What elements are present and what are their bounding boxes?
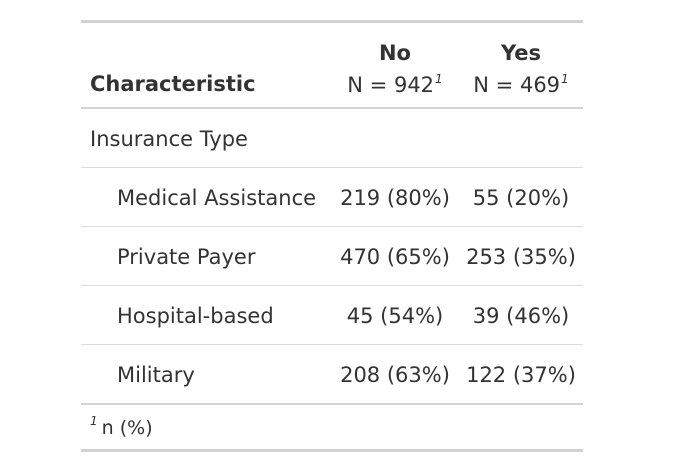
cell-yes: 39 (46%) [472,304,570,328]
column-header-no-level: No [378,41,411,65]
table-row: Medical Assistance 219 (80%) 55 (20%) [81,167,583,226]
column-header-yes-level: Yes [500,41,542,65]
footnote-marker: 1 [435,72,443,86]
row-label: Medical Assistance [117,186,317,210]
column-header-no-n: N = 9421 [335,69,455,101]
group-label: Insurance Type [90,127,248,151]
column-header-yes-n-text: N = 469 [473,73,561,97]
summary-table: Characteristic No N = 9421 Yes N = 4691 … [81,20,583,452]
column-header-yes-n: N = 4691 [461,69,581,101]
cell-no: 219 (80%) [340,186,450,210]
characteristic-header: Characteristic [90,72,256,96]
cell-no: 208 (63%) [340,363,450,387]
table-row: Military 208 (63%) 122 (37%) [81,344,583,403]
column-header-no-n-text: N = 942 [347,73,435,97]
table-bottom-rule [81,449,583,452]
header-rule [81,107,583,109]
row-label: Private Payer [117,245,256,269]
cell-yes: 55 (20%) [472,186,570,210]
table-row-group: Insurance Type [81,109,583,167]
footnote-content: n (%) [101,417,153,439]
footnote-marker: 1 [561,72,569,86]
row-label: Military [117,363,195,387]
body-bottom-rule [81,403,583,405]
cell-no: 45 (54%) [346,304,444,328]
cell-no: 470 (65%) [340,245,450,269]
footnote-mark: 1 [90,414,98,428]
table-header: Characteristic No N = 9421 Yes N = 4691 [81,23,583,107]
table-top-rule [81,20,583,23]
cell-yes: 122 (37%) [466,363,576,387]
column-header-yes: Yes N = 4691 [461,37,581,101]
row-label: Hospital-based [117,304,274,328]
table-row: Private Payer 470 (65%) 253 (35%) [81,226,583,285]
table-row: Hospital-based 45 (54%) 39 (46%) [81,285,583,344]
cell-yes: 253 (35%) [466,245,576,269]
column-header-no: No N = 9421 [335,37,455,101]
